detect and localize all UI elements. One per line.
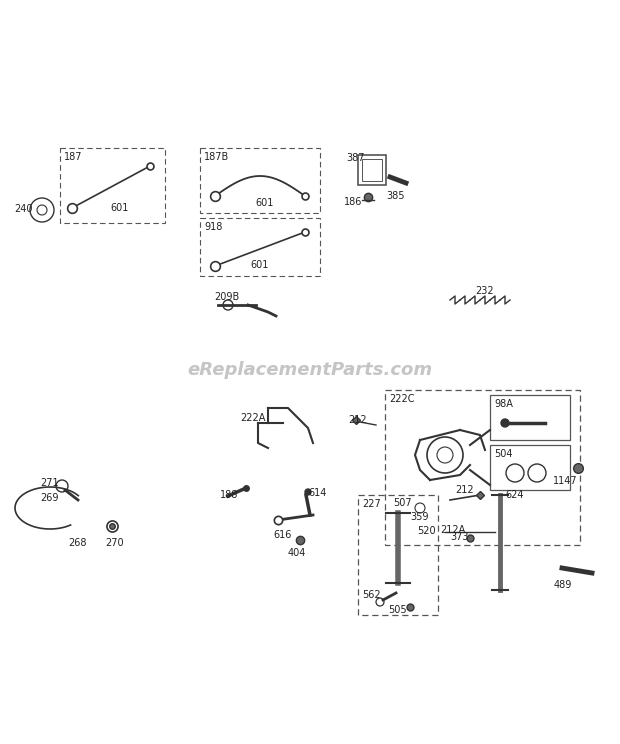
Bar bbox=[358, 495, 438, 615]
Bar bbox=[490, 445, 570, 490]
Text: 222C: 222C bbox=[389, 394, 415, 404]
Text: 232: 232 bbox=[475, 286, 494, 296]
Text: 186: 186 bbox=[344, 197, 362, 207]
Text: 269: 269 bbox=[40, 493, 58, 503]
Text: 520: 520 bbox=[417, 526, 436, 536]
Text: 404: 404 bbox=[288, 548, 306, 558]
Bar bbox=[200, 218, 320, 276]
Bar bbox=[490, 395, 570, 440]
Text: 212: 212 bbox=[348, 415, 366, 425]
Text: 601: 601 bbox=[110, 203, 128, 213]
Text: 271: 271 bbox=[40, 478, 59, 488]
Text: 270: 270 bbox=[105, 538, 123, 548]
Bar bbox=[358, 155, 386, 185]
Bar bbox=[362, 159, 382, 181]
Text: 187: 187 bbox=[64, 152, 82, 162]
Text: 268: 268 bbox=[68, 538, 87, 548]
Text: 359: 359 bbox=[410, 512, 428, 522]
Circle shape bbox=[305, 489, 311, 495]
Text: 507: 507 bbox=[393, 498, 412, 508]
Text: 373: 373 bbox=[450, 532, 469, 542]
Text: 212: 212 bbox=[455, 485, 474, 495]
Text: 614: 614 bbox=[308, 488, 326, 498]
Text: 188: 188 bbox=[220, 490, 238, 500]
Text: 489: 489 bbox=[554, 580, 572, 590]
Text: 505: 505 bbox=[388, 605, 407, 615]
Bar bbox=[385, 390, 580, 545]
Text: 504: 504 bbox=[494, 449, 513, 459]
Text: 601: 601 bbox=[255, 198, 273, 208]
Text: 98A: 98A bbox=[494, 399, 513, 409]
Text: 240: 240 bbox=[14, 204, 32, 214]
Text: 227: 227 bbox=[362, 499, 381, 509]
Text: 918: 918 bbox=[204, 222, 223, 232]
Text: 1147: 1147 bbox=[553, 476, 578, 486]
Text: 387: 387 bbox=[346, 153, 365, 163]
Text: 187B: 187B bbox=[204, 152, 229, 162]
Text: 624: 624 bbox=[505, 490, 523, 500]
Text: 601: 601 bbox=[250, 260, 268, 270]
Text: 562: 562 bbox=[362, 590, 381, 600]
Text: 616: 616 bbox=[273, 530, 291, 540]
Text: 209B: 209B bbox=[214, 292, 239, 302]
Text: 212A: 212A bbox=[440, 525, 465, 535]
Circle shape bbox=[501, 419, 509, 427]
Text: eReplacementParts.com: eReplacementParts.com bbox=[187, 361, 433, 379]
Bar bbox=[200, 148, 320, 213]
Bar bbox=[60, 148, 165, 223]
Text: 222A: 222A bbox=[240, 413, 265, 423]
Text: 385: 385 bbox=[386, 191, 404, 201]
